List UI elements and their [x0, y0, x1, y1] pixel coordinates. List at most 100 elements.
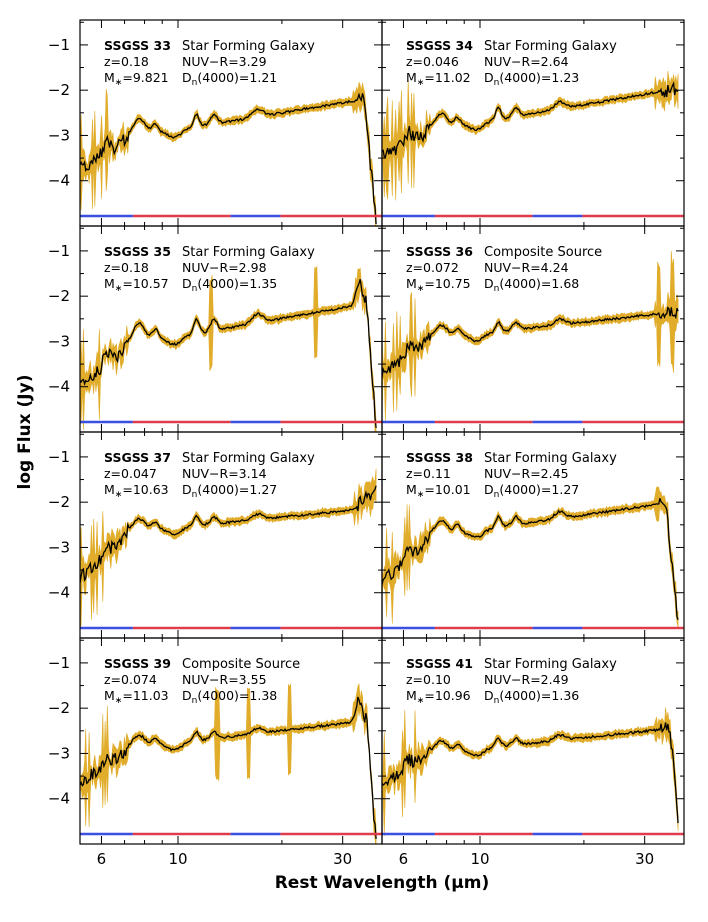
panel-stellar-mass: M∗=11.03	[104, 688, 169, 706]
panel-dn4000: Dn(4000)=1.27	[484, 482, 579, 500]
panel-redshift: z=0.072	[406, 260, 459, 275]
panel-frame	[381, 637, 685, 845]
y-tick-label: −2	[48, 287, 70, 305]
x-tick-label: 10	[168, 850, 187, 868]
y-tick-label: −3	[48, 744, 70, 762]
spectrum-panel: SSGSS 38 Star Forming Galaxy z=0.11 NUV−R=2…	[381, 431, 685, 639]
error-band	[80, 683, 377, 844]
panel-color-index: NUV−R=2.98	[182, 260, 267, 275]
panel-dn4000: Dn(4000)=1.36	[484, 688, 579, 706]
y-tick-label: −4	[48, 172, 70, 190]
panel-stellar-mass: M∗=10.01	[406, 482, 471, 500]
spectrum-line	[80, 485, 377, 584]
y-tick-label: −2	[48, 81, 70, 99]
panel-source-name: SSGSS 34	[406, 38, 473, 53]
panel-redshift: z=0.10	[406, 672, 451, 687]
panel-stellar-mass: M∗=10.96	[406, 688, 471, 706]
panel-redshift: z=0.11	[406, 466, 451, 481]
spectrum-line	[80, 696, 377, 839]
panel-dn4000: Dn(4000)=1.21	[182, 70, 277, 88]
spectrum-line	[382, 497, 679, 621]
y-tick-label: −3	[48, 332, 70, 350]
panel-source-class: Star Forming Galaxy	[484, 657, 617, 672]
panel-dn4000: Dn(4000)=1.23	[484, 70, 579, 88]
panel-source-name: SSGSS 35	[104, 244, 171, 259]
panel-redshift: z=0.18	[104, 54, 149, 69]
panel-plot-area	[80, 81, 382, 226]
panel-source-name: SSGSS 33	[104, 38, 171, 53]
error-band	[80, 265, 377, 432]
panel-stellar-mass: M∗=9.821	[104, 70, 169, 88]
y-tick-label: −1	[48, 36, 70, 54]
spectrum-panel: SSGSS 36 Composite Source z=0.072 NUV−R=4.2…	[381, 225, 685, 433]
panel-source-name: SSGSS 38	[406, 450, 473, 465]
error-band	[382, 707, 679, 836]
panel-plot-area	[382, 486, 684, 630]
y-axis-title: log Flux (Jy)	[15, 375, 35, 490]
spectrum-line	[382, 722, 679, 824]
y-tick-label: −1	[48, 654, 70, 672]
panel-color-index: NUV−R=3.55	[182, 672, 267, 687]
panel-stellar-mass: M∗=10.57	[104, 276, 169, 294]
panel-color-index: NUV−R=3.14	[182, 466, 267, 481]
panel-redshift: z=0.074	[104, 672, 157, 687]
panel-redshift: z=0.18	[104, 260, 149, 275]
y-tick-label: −4	[48, 378, 70, 396]
panel-source-class: Composite Source	[182, 657, 300, 672]
panel-plot-area	[382, 250, 684, 424]
panel-redshift: z=0.047	[104, 466, 157, 481]
spectrum-panel: SSGSS 39 Composite Source z=0.074 NUV−R=3.5…	[79, 637, 383, 845]
x-tick-label: 30	[635, 850, 654, 868]
y-tick-label: −4	[48, 584, 70, 602]
panel-plot-area	[80, 683, 382, 844]
x-tick-label: 6	[97, 850, 107, 868]
panel-source-class: Star Forming Galaxy	[182, 39, 315, 54]
spectrum-panel: SSGSS 35 Star Forming Galaxy z=0.18 NUV−R=2…	[79, 225, 383, 433]
x-tick-label: 10	[470, 850, 489, 868]
spectrum-panel: SSGSS 41 Star Forming Galaxy z=0.10 NUV−R=2…	[381, 637, 685, 845]
panel-plot-area	[80, 265, 382, 432]
panel-color-index: NUV−R=4.24	[484, 260, 569, 275]
panel-color-index: NUV−R=2.45	[484, 466, 569, 481]
y-tick-label: −3	[48, 126, 70, 144]
error-band	[382, 250, 679, 422]
panel-source-name: SSGSS 36	[406, 244, 473, 259]
spectrum-panel: SSGSS 37 Star Forming Galaxy z=0.047 NUV−R=…	[79, 431, 383, 639]
panel-color-index: NUV−R=2.49	[484, 672, 569, 687]
panel-color-index: NUV−R=2.64	[484, 54, 569, 69]
spectrum-line	[382, 306, 679, 379]
panel-source-class: Star Forming Galaxy	[484, 451, 617, 466]
panel-dn4000: Dn(4000)=1.35	[182, 276, 277, 294]
panel-dn4000: Dn(4000)=1.68	[484, 276, 579, 294]
panel-redshift: z=0.046	[406, 54, 459, 69]
spectrum-panel: SSGSS 33 Star Forming Galaxy z=0.18 NUV−R=3…	[79, 19, 383, 227]
spectrum-line	[80, 92, 377, 225]
panels-layer: SSGSS 33 Star Forming Galaxy z=0.18 NUV−R=3…	[79, 19, 685, 845]
panel-plot-area	[382, 71, 684, 218]
spectrum-line	[382, 81, 679, 158]
error-band	[80, 81, 377, 226]
panel-source-name: SSGSS 37	[104, 450, 171, 465]
panel-stellar-mass: M∗=11.02	[406, 70, 471, 88]
x-tick-label: 6	[399, 850, 409, 868]
panel-source-name: SSGSS 39	[104, 656, 171, 671]
panel-source-class: Composite Source	[484, 245, 602, 260]
panel-dn4000: Dn(4000)=1.27	[182, 482, 277, 500]
axes-layer: −4 −3 −2 −1 −4 −3 −2 −1 −4 −3 −2 −1 −4 −3 −2 −1 6 10 30 6 10…	[48, 36, 654, 868]
y-tick-label: −3	[48, 538, 70, 556]
y-tick-label: −1	[48, 242, 70, 260]
spectrum-panel: SSGSS 34 Star Forming Galaxy z=0.046 NUV−R=…	[381, 19, 685, 227]
x-axis-title: Rest Wavelength (μm)	[275, 873, 490, 893]
error-band	[382, 71, 679, 201]
y-tick-label: −4	[48, 790, 70, 808]
panel-plot-area	[382, 707, 684, 836]
panel-source-class: Star Forming Galaxy	[182, 451, 315, 466]
x-tick-label: 30	[333, 850, 352, 868]
panel-stellar-mass: M∗=10.75	[406, 276, 471, 294]
y-tick-label: −2	[48, 493, 70, 511]
panel-color-index: NUV−R=3.29	[182, 54, 267, 69]
panel-dn4000: Dn(4000)=1.38	[182, 688, 277, 706]
panel-source-name: SSGSS 41	[406, 656, 473, 671]
panel-source-class: Star Forming Galaxy	[182, 245, 315, 260]
